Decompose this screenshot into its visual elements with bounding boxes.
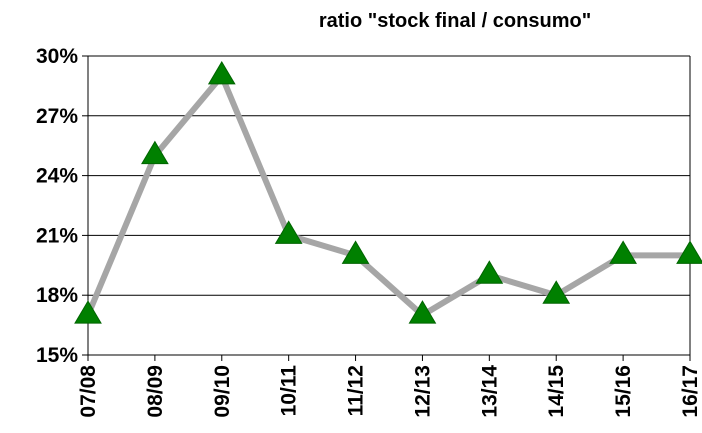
y-tick-label-0: 15% [36, 344, 78, 367]
y-axis-ticks: 15% 18% 21% 24% 27% 30% [36, 45, 88, 367]
x-tick-label-8: 15/16 [612, 365, 635, 418]
data-point-6 [475, 260, 504, 284]
x-axis-ticks: 07/08 08/09 09/10 10/11 11/12 12/13 13/14 14/15… [77, 355, 702, 418]
x-tick-label-4: 11/12 [345, 365, 368, 416]
y-tick-label-3: 24% [36, 165, 78, 188]
x-tick-label-0: 07/08 [77, 365, 100, 418]
data-point-7 [542, 280, 571, 304]
data-point-9 [676, 240, 702, 264]
data-point-2 [207, 60, 236, 85]
x-tick-label-7: 14/15 [545, 365, 568, 418]
data-point-5 [408, 300, 437, 324]
x-tick-label-9: 16/17 [679, 365, 702, 418]
y-tick-label-1: 18% [36, 284, 78, 307]
data-point-4 [341, 240, 370, 264]
data-point-1 [141, 140, 169, 165]
series-line-0 [85, 72, 690, 319]
data-point-3 [274, 220, 303, 244]
data-series [74, 60, 702, 324]
chart-title: ratio "stock final / consumo" [319, 10, 591, 32]
data-point-0 [74, 300, 102, 324]
x-tick-label-5: 12/13 [411, 365, 434, 418]
x-tick-label-1: 08/09 [144, 365, 167, 418]
x-tick-label-2: 09/10 [211, 365, 234, 418]
x-tick-label-6: 13/14 [478, 365, 501, 418]
gridlines [88, 55, 690, 296]
y-tick-label-2: 21% [36, 224, 78, 247]
x-tick-label-3: 10/11 [278, 365, 301, 417]
y-tick-label-5: 30% [36, 45, 78, 68]
y-tick-label-4: 27% [36, 105, 78, 128]
data-point-8 [609, 240, 637, 264]
axes [87, 55, 691, 356]
